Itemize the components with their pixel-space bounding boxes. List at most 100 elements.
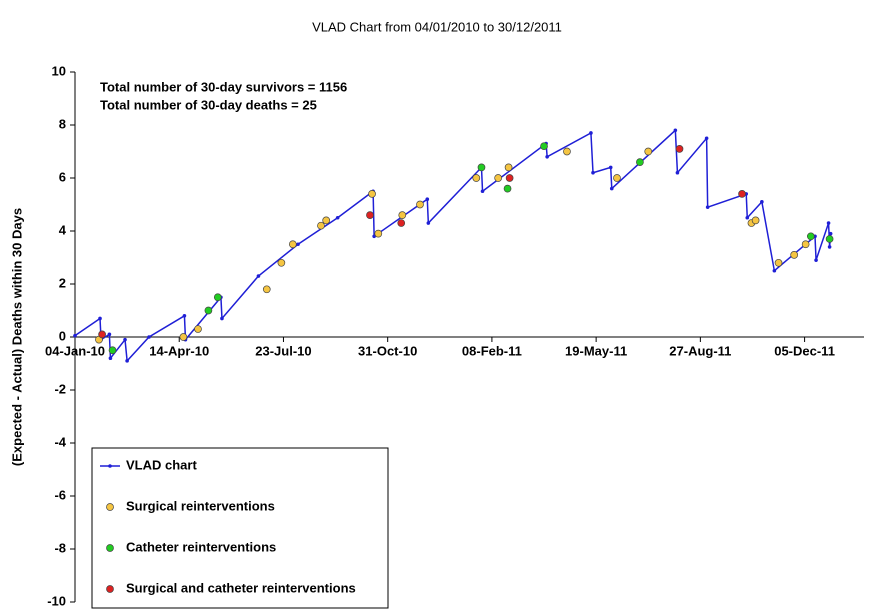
line-point [675,170,680,175]
line-point [609,186,614,191]
reintervention-point [322,216,331,225]
y-tick-label: -2 [54,381,66,396]
line-point [107,332,112,337]
line-point [98,316,102,321]
reintervention-point [374,229,383,238]
legend-label: VLAD chart [126,457,197,472]
legend-swatch [106,544,114,552]
reintervention-point [540,142,548,151]
legend-label: Catheter reinterventions [126,539,276,554]
line-point [760,200,764,204]
chart-title: VLAD Chart from 04/01/2010 to 30/12/2011 [312,19,562,34]
line-point [426,221,431,225]
line-point [182,314,187,318]
reintervention-point [738,190,746,198]
line-point [335,215,340,220]
reintervention-point [477,163,486,172]
line-point [108,356,113,361]
reintervention-point [416,200,424,209]
reintervention-point [288,240,297,249]
line-point [147,335,151,339]
x-tick-label: 05-Dec-11 [774,343,835,358]
reintervention-point [644,147,653,156]
legend: VLAD chart Surgical reinterventions Cathet… [91,447,389,609]
x-tick-label: 23-Jul-10 [255,343,311,358]
reintervention-point [98,330,106,339]
line-point [256,274,261,278]
line-point [772,268,777,273]
line-point [608,165,613,170]
reintervention-point [825,235,834,243]
vlad-line [74,128,832,363]
line-point [827,245,832,249]
y-tick-label: -6 [54,487,66,502]
x-tick-label: 31-Oct-10 [358,343,417,358]
reintervention-point [397,219,406,227]
y-tick-label: 8 [59,116,66,131]
line-point [125,359,129,363]
annotation: Total number of 30-day deaths = 25 [100,97,317,112]
line-point [826,221,831,225]
line-point [220,316,224,321]
line-point [705,205,710,209]
reintervention-point [179,333,188,341]
reintervention-point [262,285,271,294]
x-tick-label: 04-Jan-10 [45,343,105,358]
reintervention-point [503,184,512,193]
reintervention-point [806,232,815,241]
reintervention-point [613,174,621,182]
y-tick-label: 6 [59,169,66,184]
annotation: Total number of 30-day survivors = 1156 [100,79,347,94]
reintervention-point [213,293,222,302]
line-point [745,215,750,220]
x-tick-label: 19-May-11 [565,343,627,358]
reintervention-point [204,306,213,315]
y-tick-label: -4 [54,434,66,449]
line-point [704,136,709,141]
reintervention-point [675,145,684,153]
reintervention-point [472,174,481,182]
line-point [673,128,678,133]
line-point [545,155,549,159]
y-axis-label: (Expected - Actual) Deaths within 30 Day… [9,208,24,466]
y-tick-label: -8 [54,540,66,555]
y-tick-label: -10 [47,593,66,608]
reintervention-point [108,346,117,355]
reintervention-point [774,258,783,267]
legend-swatch [108,464,112,468]
line-point [425,197,430,201]
reintervention-point [504,163,513,172]
reintervention-point [366,211,374,219]
line-point [814,258,818,262]
legend-label: Surgical reinterventions [126,498,275,513]
line-point [591,170,595,175]
reintervention-point [398,211,407,219]
legend-swatch [106,585,114,593]
reintervention-point [368,190,376,198]
reintervention-point [801,240,810,249]
line-point [123,337,127,342]
reintervention-point [277,258,286,267]
x-tick-label: 08-Feb-11 [462,343,522,358]
line-point [73,333,77,338]
reintervention-point [751,216,760,225]
y-tick-label: 10 [52,63,66,78]
y-tick-label: 4 [59,222,67,237]
legend-label: Surgical and catheter reinterventions [126,580,356,595]
reintervention-point [636,158,644,166]
legend-swatch [106,503,114,511]
line-point [480,189,485,194]
line-point [828,231,833,236]
y-tick-label: 2 [59,275,66,290]
x-tick-label: 27-Aug-11 [669,343,731,358]
x-tick-label: 14-Apr-10 [149,343,209,358]
reintervention-point [790,251,799,259]
reintervention-point [563,147,571,156]
legend-box [91,447,389,609]
line-point [589,131,593,135]
line-point [296,242,300,247]
reintervention-point [194,325,202,333]
y-tick-label: 0 [59,328,66,343]
